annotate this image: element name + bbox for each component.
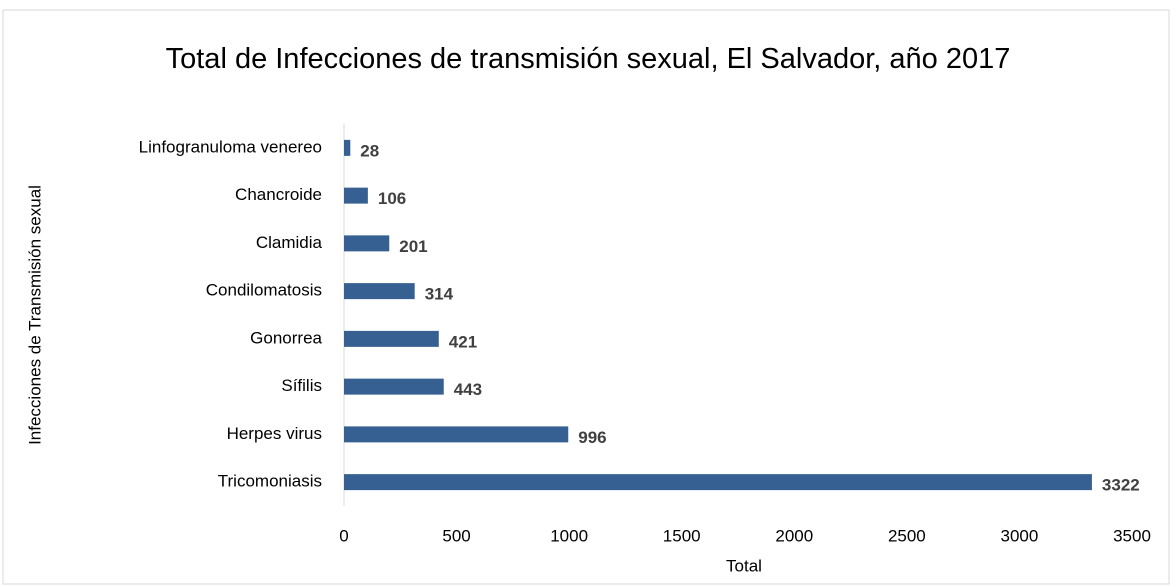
data-label: 28 xyxy=(360,141,379,160)
chart-title: Total de Infecciones de transmisión sexu… xyxy=(165,43,1011,75)
bar xyxy=(344,378,444,395)
data-label: 201 xyxy=(399,237,427,256)
y-tick-label: Linfogranuloma venereo xyxy=(139,137,322,156)
x-tick-label: 2500 xyxy=(888,526,926,545)
x-tick-label: 2000 xyxy=(775,526,813,545)
data-label: 421 xyxy=(449,332,477,351)
data-label: 314 xyxy=(425,285,454,304)
x-tick-label: 0 xyxy=(339,526,348,545)
y-tick-label: Clamidia xyxy=(256,233,323,252)
bar xyxy=(344,330,439,347)
y-tick-label: Condilomatosis xyxy=(206,281,322,300)
y-tick-label: Sífilis xyxy=(281,376,322,395)
data-label: 3322 xyxy=(1102,476,1140,495)
bar xyxy=(344,235,390,252)
x-axis-label: Total xyxy=(726,556,762,575)
y-tick-label: Gonorrea xyxy=(250,328,322,347)
x-tick-label: 1500 xyxy=(663,526,701,545)
bar xyxy=(344,426,569,443)
y-tick-label: Herpes virus xyxy=(227,424,322,443)
x-tick-label: 3000 xyxy=(1001,526,1039,545)
bar xyxy=(344,474,1092,491)
data-label: 106 xyxy=(378,189,406,208)
chart-border xyxy=(2,9,1170,585)
y-tick-label: Chancroide xyxy=(235,185,322,204)
bar xyxy=(344,187,368,204)
data-label: 443 xyxy=(454,380,482,399)
x-tick-label: 500 xyxy=(442,526,470,545)
y-tick-label: Tricomoniasis xyxy=(218,472,322,491)
x-tick-label: 1000 xyxy=(550,526,588,545)
bar xyxy=(344,139,351,156)
bar xyxy=(344,283,415,300)
y-axis-label: Infecciones de Transmisión sexual xyxy=(25,185,44,445)
data-label: 996 xyxy=(578,428,606,447)
x-tick-label: 3500 xyxy=(1113,526,1151,545)
